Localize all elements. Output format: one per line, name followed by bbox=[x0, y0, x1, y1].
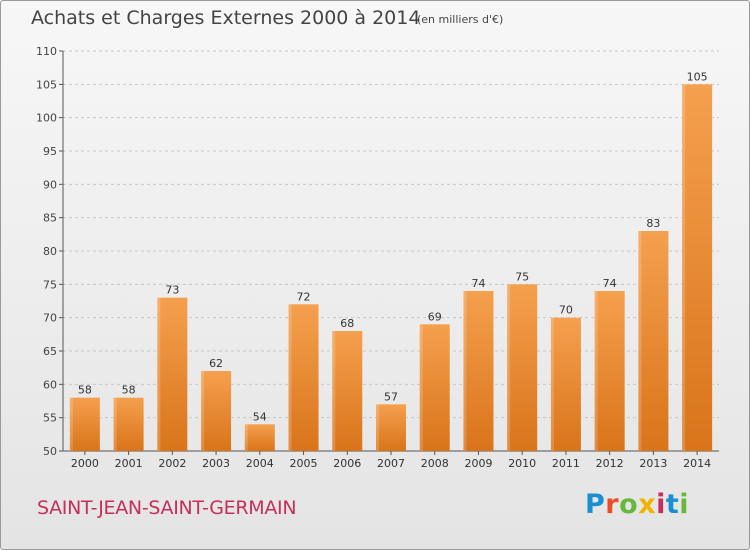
y-tick-label: 80 bbox=[43, 245, 57, 258]
bar-2013 bbox=[638, 231, 669, 451]
data-label: 58 bbox=[122, 384, 136, 397]
y-tick-label: 90 bbox=[43, 178, 57, 191]
bar-highlight bbox=[244, 424, 248, 451]
y-tick-label: 70 bbox=[43, 312, 57, 325]
y-tick-label: 60 bbox=[43, 378, 57, 391]
x-tick-label: 2014 bbox=[683, 457, 711, 470]
logo-letter: t bbox=[665, 489, 680, 520]
bar-highlight bbox=[157, 297, 161, 451]
logo-letter: r bbox=[605, 489, 620, 520]
y-tick-label: 75 bbox=[43, 278, 57, 291]
data-label: 74 bbox=[603, 277, 617, 290]
logo-letter: x bbox=[638, 489, 657, 520]
bar-2004 bbox=[244, 424, 275, 451]
logo-letter: o bbox=[619, 489, 639, 520]
data-label: 105 bbox=[687, 70, 708, 83]
bar-highlight bbox=[638, 231, 642, 451]
bar-highlight bbox=[201, 371, 205, 451]
x-tick-label: 2004 bbox=[246, 457, 274, 470]
chart-subtitle: (en milliers d'€) bbox=[417, 13, 504, 26]
bar-highlight bbox=[419, 324, 423, 451]
bar-2006 bbox=[332, 331, 363, 451]
data-label: 72 bbox=[297, 290, 311, 303]
x-tick-label: 2010 bbox=[508, 457, 536, 470]
data-label: 58 bbox=[78, 384, 92, 397]
data-label: 74 bbox=[471, 277, 485, 290]
data-label: 68 bbox=[340, 317, 354, 330]
data-label: 83 bbox=[646, 217, 660, 230]
bar-highlight bbox=[594, 291, 598, 451]
proxiti-logo: Proxiti bbox=[585, 489, 689, 520]
x-tick-label: 2009 bbox=[464, 457, 492, 470]
bar-highlight bbox=[682, 84, 686, 451]
bar-highlight bbox=[507, 284, 511, 451]
y-tick-label: 50 bbox=[43, 445, 57, 458]
y-tick-label: 110 bbox=[36, 45, 57, 58]
x-tick-label: 2008 bbox=[421, 457, 449, 470]
bar-highlight bbox=[550, 317, 554, 451]
logo-letter: i bbox=[679, 489, 690, 520]
data-label: 69 bbox=[428, 310, 442, 323]
data-label: 57 bbox=[384, 390, 398, 403]
bar-2014 bbox=[682, 84, 713, 451]
y-tick-label: 100 bbox=[36, 112, 57, 125]
bar-highlight bbox=[288, 304, 292, 451]
y-tick-label: 65 bbox=[43, 345, 57, 358]
bar-highlight bbox=[332, 331, 336, 451]
x-tick-label: 2011 bbox=[552, 457, 580, 470]
y-tick-label: 55 bbox=[43, 412, 57, 425]
bar-highlight bbox=[113, 397, 117, 451]
bar-2002 bbox=[157, 297, 188, 451]
data-label: 62 bbox=[209, 357, 223, 370]
x-tick-label: 2007 bbox=[377, 457, 405, 470]
x-tick-label: 2005 bbox=[290, 457, 318, 470]
y-tick-label: 105 bbox=[36, 78, 57, 91]
bar-2007 bbox=[376, 404, 406, 451]
bar-highlight bbox=[463, 291, 467, 451]
bar-2009 bbox=[463, 291, 494, 451]
labels: 58 2000 58 2001 73 2002 62 2003 54 2004 72 2005 68 20… bbox=[71, 70, 711, 470]
bar-2011 bbox=[550, 317, 581, 451]
chart-title: Achats et Charges Externes 2000 à 2014 bbox=[31, 7, 421, 29]
data-label: 70 bbox=[559, 304, 573, 317]
x-tick-label: 2006 bbox=[333, 457, 361, 470]
logo-letter: i bbox=[656, 489, 666, 520]
x-tick-label: 2003 bbox=[202, 457, 230, 470]
bar-2008 bbox=[419, 324, 450, 451]
x-tick-label: 2012 bbox=[596, 457, 624, 470]
bar-highlight bbox=[376, 404, 379, 451]
bar-2003 bbox=[201, 371, 232, 451]
data-label: 73 bbox=[165, 284, 179, 297]
bar-2010 bbox=[507, 284, 538, 451]
city-name: SAINT-JEAN-SAINT-GERMAIN bbox=[37, 497, 297, 519]
bar-2005 bbox=[288, 304, 319, 451]
bar-highlight bbox=[69, 397, 73, 451]
x-tick-label: 2001 bbox=[115, 457, 143, 470]
y-tick-label: 95 bbox=[43, 145, 57, 158]
data-label: 75 bbox=[515, 270, 529, 283]
x-tick-label: 2002 bbox=[158, 457, 186, 470]
bars bbox=[69, 84, 713, 451]
bar-2000 bbox=[69, 397, 100, 451]
x-tick-label: 2013 bbox=[639, 457, 667, 470]
y-tick-label: 85 bbox=[43, 212, 57, 225]
x-tick-label: 2000 bbox=[71, 457, 99, 470]
logo-letter: P bbox=[585, 489, 606, 520]
data-label: 54 bbox=[253, 410, 267, 423]
bar-2012 bbox=[594, 291, 625, 451]
axes: 50 55 60 65 70 75 80 85 90 95 100 105 110 bbox=[36, 45, 719, 458]
bar-2001 bbox=[113, 397, 144, 451]
